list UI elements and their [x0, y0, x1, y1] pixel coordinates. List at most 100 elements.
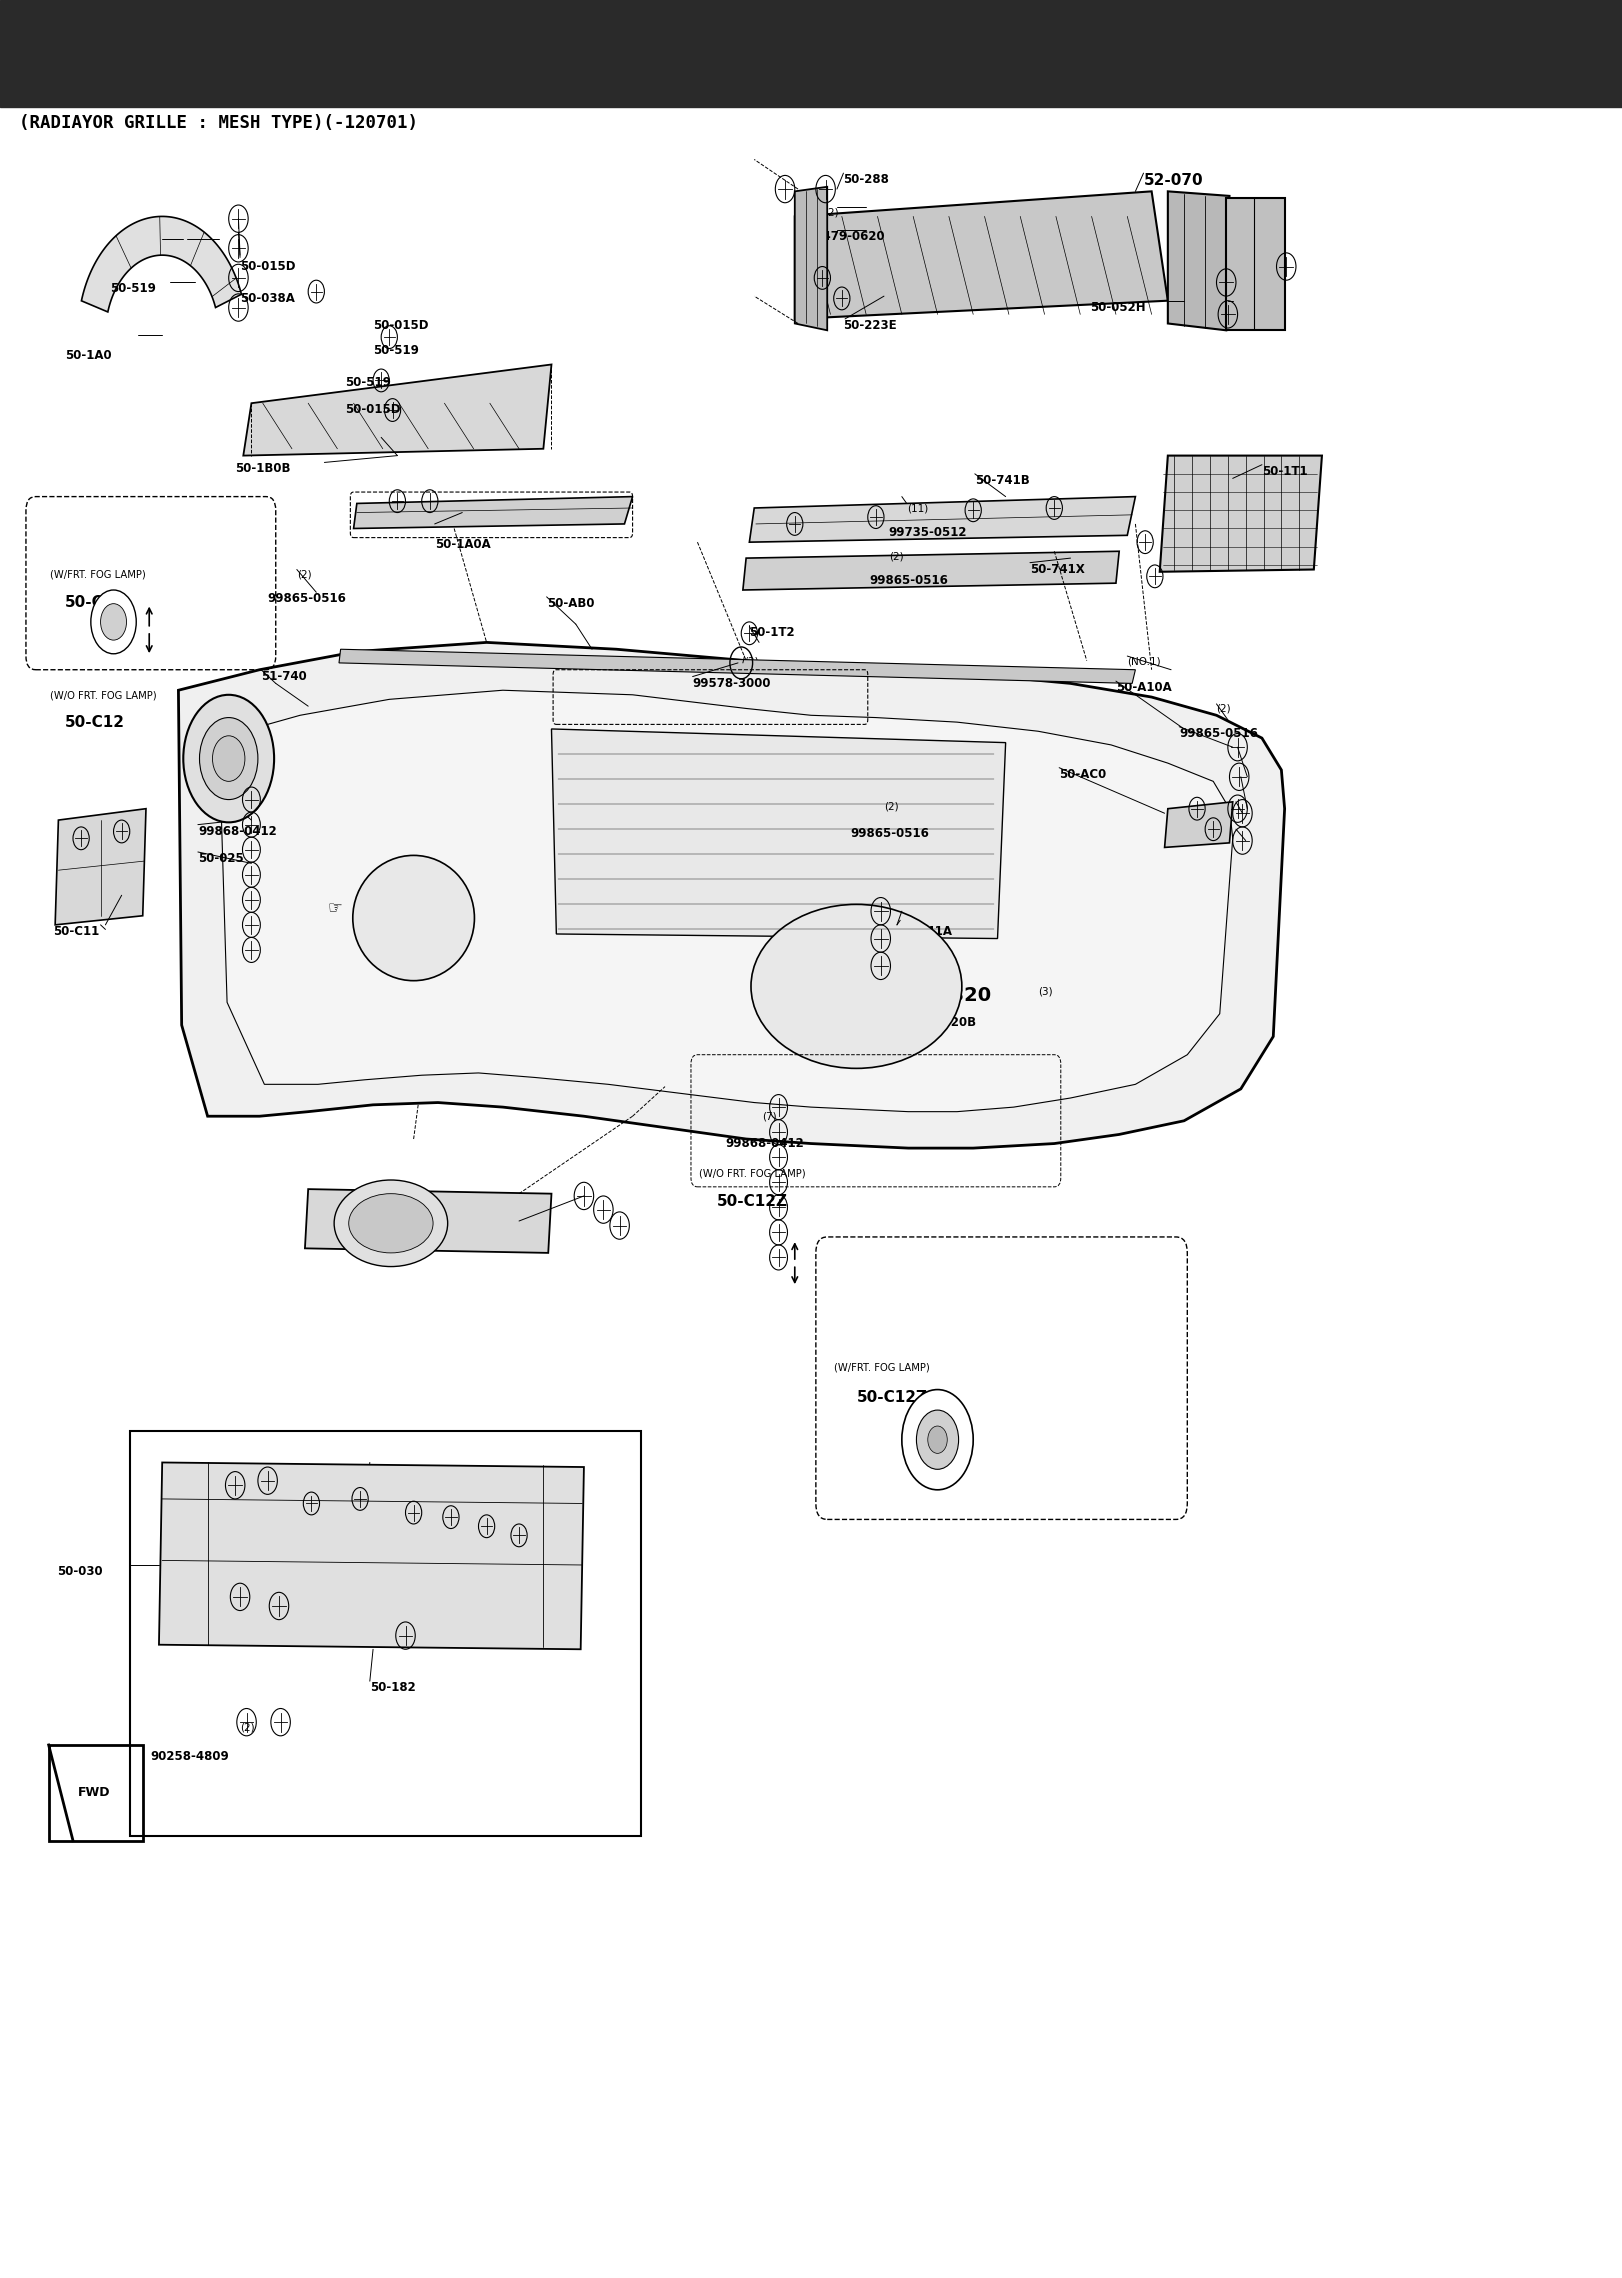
Text: 50-180K: 50-180K — [305, 1515, 360, 1529]
Polygon shape — [159, 1462, 584, 1649]
Polygon shape — [551, 729, 1006, 939]
Text: 50-052H: 50-052H — [1090, 301, 1145, 314]
Circle shape — [200, 718, 258, 800]
Text: (NO.1): (NO.1) — [1127, 656, 1161, 665]
Text: (W/O FRT. FOG LAMP): (W/O FRT. FOG LAMP) — [699, 1169, 806, 1178]
Text: 50-519: 50-519 — [110, 282, 156, 296]
Text: FWD: FWD — [78, 1786, 110, 1800]
Text: (11): (11) — [907, 503, 928, 513]
Text: 50-015D: 50-015D — [240, 260, 295, 273]
Polygon shape — [1165, 802, 1233, 847]
Text: (W/O FRT. FOG LAMP): (W/O FRT. FOG LAMP) — [50, 690, 157, 699]
Text: 50-C12Z: 50-C12Z — [856, 1390, 928, 1406]
Text: (7): (7) — [230, 802, 245, 811]
Text: (W/FRT. FOG LAMP): (W/FRT. FOG LAMP) — [50, 570, 146, 579]
Text: 52-841A: 52-841A — [897, 925, 952, 939]
Ellipse shape — [751, 904, 962, 1068]
Ellipse shape — [349, 1194, 433, 1253]
Text: 50-026: 50-026 — [493, 1230, 539, 1244]
Text: 50-688A: 50-688A — [474, 1515, 529, 1529]
Text: (2): (2) — [884, 802, 899, 811]
Text: 50-C12: 50-C12 — [65, 715, 125, 731]
Polygon shape — [1160, 456, 1322, 572]
Text: 99479-0620: 99479-0620 — [806, 230, 884, 244]
Text: 50-C11: 50-C11 — [54, 925, 101, 939]
Polygon shape — [1226, 198, 1285, 330]
Text: 50-288: 50-288 — [843, 173, 889, 187]
Polygon shape — [81, 216, 242, 312]
Ellipse shape — [354, 857, 474, 980]
Text: 50-038A: 50-038A — [240, 292, 295, 305]
Circle shape — [212, 736, 245, 781]
Text: 50-C12Z: 50-C12Z — [717, 1194, 788, 1210]
Text: ☞: ☞ — [328, 900, 342, 918]
Text: 90258-4809: 90258-4809 — [151, 1750, 230, 1763]
Text: (2): (2) — [475, 1604, 490, 1613]
Bar — [49, 1745, 143, 1841]
Text: 50-741X: 50-741X — [1030, 563, 1085, 576]
Polygon shape — [749, 497, 1135, 542]
Text: (2): (2) — [240, 1722, 255, 1731]
Text: 50-182: 50-182 — [370, 1681, 415, 1695]
Polygon shape — [743, 551, 1119, 590]
Polygon shape — [795, 187, 827, 330]
Circle shape — [916, 1410, 959, 1469]
Text: (7): (7) — [762, 1112, 777, 1121]
Text: 99865-0516: 99865-0516 — [850, 827, 929, 841]
Circle shape — [928, 1426, 947, 1453]
Bar — [130, 1431, 641, 1836]
Text: 51-740: 51-740 — [261, 670, 307, 683]
Text: 99578-3000: 99578-3000 — [693, 677, 770, 690]
Text: (2): (2) — [889, 551, 903, 560]
Polygon shape — [1168, 191, 1229, 330]
Text: 50-015D: 50-015D — [345, 403, 401, 417]
Circle shape — [902, 1390, 973, 1490]
Text: 99865-0516: 99865-0516 — [1179, 727, 1259, 740]
Polygon shape — [219, 690, 1233, 1112]
Text: 50-741B: 50-741B — [975, 474, 1030, 487]
Text: (2): (2) — [297, 570, 311, 579]
Text: (W/FRT. FOG LAMP): (W/FRT. FOG LAMP) — [834, 1362, 929, 1371]
Circle shape — [91, 590, 136, 654]
Polygon shape — [795, 191, 1168, 319]
Text: 50-1B0B: 50-1B0B — [235, 462, 290, 476]
Text: /9CF60-0520B: /9CF60-0520B — [884, 1016, 976, 1030]
Text: 50-1A0: 50-1A0 — [65, 349, 112, 362]
Text: 50-519: 50-519 — [345, 376, 391, 390]
Text: 50-223E: 50-223E — [843, 319, 897, 333]
Text: 99865-0516: 99865-0516 — [869, 574, 949, 588]
Text: 52-070: 52-070 — [1144, 173, 1204, 189]
Text: 50-AB0: 50-AB0 — [547, 597, 594, 611]
Polygon shape — [339, 649, 1135, 683]
Text: 50-C12: 50-C12 — [65, 595, 125, 611]
Text: 50-1A0A: 50-1A0A — [435, 538, 490, 551]
Text: ☞: ☞ — [856, 977, 873, 995]
Text: (2): (2) — [744, 656, 759, 665]
Polygon shape — [55, 809, 146, 925]
Text: (RADIAYOR GRILLE : MESH TYPE)(-120701): (RADIAYOR GRILLE : MESH TYPE)(-120701) — [19, 114, 418, 132]
Text: 50-A10A: 50-A10A — [1116, 681, 1171, 695]
Text: (2): (2) — [824, 207, 839, 216]
Text: 99735-0512: 99735-0512 — [889, 526, 967, 540]
Polygon shape — [305, 1189, 551, 1253]
Text: 50-1T2: 50-1T2 — [749, 626, 795, 640]
Text: 50-030: 50-030 — [57, 1565, 102, 1579]
Text: 50-C15: 50-C15 — [357, 1230, 404, 1244]
Circle shape — [183, 695, 274, 822]
Text: 50-AC0: 50-AC0 — [1059, 768, 1106, 781]
Text: (2): (2) — [1216, 704, 1231, 713]
Text: 99865-0540B: 99865-0540B — [370, 1629, 457, 1642]
Polygon shape — [243, 364, 551, 456]
Bar — [0, 0, 1622, 107]
Polygon shape — [178, 642, 1285, 1148]
Text: (3): (3) — [1038, 986, 1053, 995]
Text: 99868-0412: 99868-0412 — [725, 1137, 805, 1150]
Text: 99868-0412: 99868-0412 — [198, 825, 277, 838]
Text: 50-025: 50-025 — [198, 852, 243, 866]
Text: 50-288: 50-288 — [1233, 301, 1278, 314]
Text: 99865-0516: 99865-0516 — [268, 592, 347, 606]
Polygon shape — [354, 497, 633, 528]
Text: 50-1T1: 50-1T1 — [1262, 465, 1307, 478]
Text: 50-519: 50-519 — [373, 344, 418, 358]
Circle shape — [101, 604, 127, 640]
